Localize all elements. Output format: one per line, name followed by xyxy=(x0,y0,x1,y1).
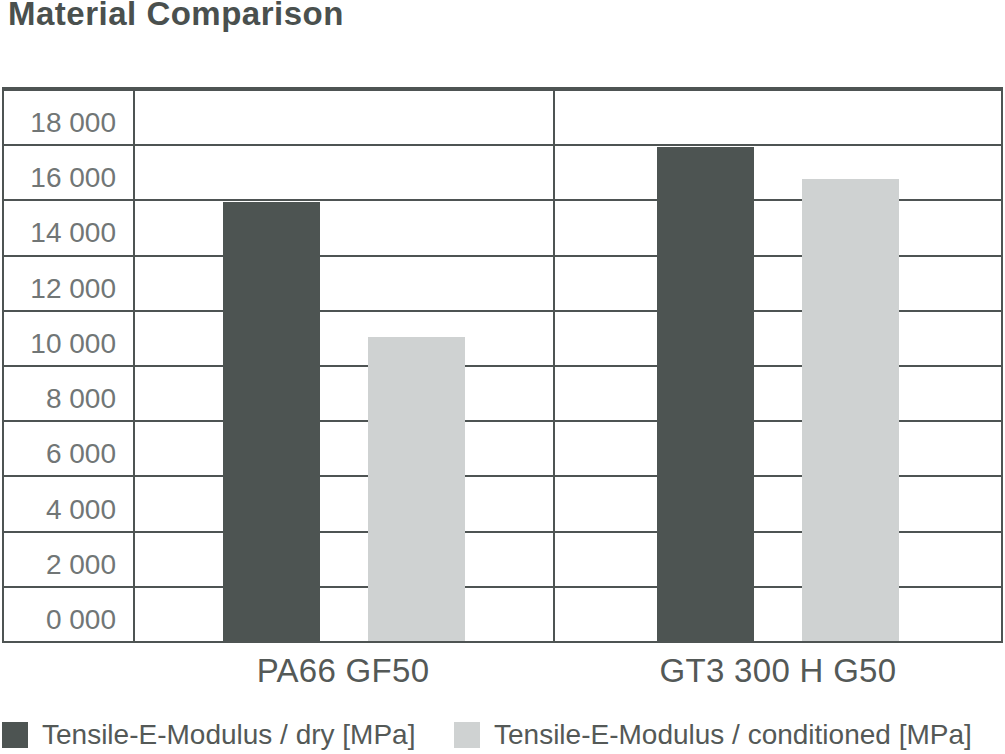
legend-label-dry: Tensile-E-Modulus / dry [MPa] xyxy=(42,719,415,751)
y-tick-label-14000: 14 000 xyxy=(30,219,116,247)
y-tick-label-8000: 8 000 xyxy=(46,385,116,413)
category-panel-pa66-gf50 xyxy=(135,89,555,641)
y-tick-label-18000: 18 000 xyxy=(30,109,116,137)
y-tick-label-4000: 4 000 xyxy=(46,496,116,524)
y-tick-label-10000: 10 000 xyxy=(30,330,116,358)
y-tick-label-0: 0 000 xyxy=(46,606,116,634)
y-tick-label-16000: 16 000 xyxy=(30,164,116,192)
y-tick-label-6000: 6 000 xyxy=(46,440,116,468)
chart-title: Material Comparison xyxy=(8,0,344,33)
bar-gt3-300-h-g50-dry xyxy=(657,147,754,641)
category-panel-gt3-300-h-g50 xyxy=(555,89,1001,641)
legend-item-conditioned: Tensile-E-Modulus / conditioned [MPa] xyxy=(454,719,972,751)
legend-swatch-dry xyxy=(2,722,28,748)
legend-item-dry: Tensile-E-Modulus / dry [MPa] xyxy=(2,719,415,751)
material-comparison-chart-page: Material Comparison 0 000 2 000 4 000 6 … xyxy=(0,0,1005,754)
y-axis: 0 000 2 000 4 000 6 000 8 000 10 000 12 … xyxy=(4,89,135,641)
bar-pa66-gf50-conditioned xyxy=(368,337,465,641)
category-label-gt3-300-h-g50: GT3 300 H G50 xyxy=(553,652,1003,690)
category-label-pa66-gf50: PA66 GF50 xyxy=(133,652,553,690)
chart-legend: Tensile-E-Modulus / dry [MPa] Tensile-E-… xyxy=(2,719,1003,751)
y-tick-label-12000: 12 000 xyxy=(30,275,116,303)
bar-chart: 0 000 2 000 4 000 6 000 8 000 10 000 12 … xyxy=(2,87,1003,643)
legend-label-conditioned: Tensile-E-Modulus / conditioned [MPa] xyxy=(494,719,972,751)
y-tick-label-2000: 2 000 xyxy=(46,551,116,579)
legend-swatch-conditioned xyxy=(454,722,480,748)
bar-pa66-gf50-dry xyxy=(223,202,320,641)
bar-gt3-300-h-g50-conditioned xyxy=(802,179,899,641)
